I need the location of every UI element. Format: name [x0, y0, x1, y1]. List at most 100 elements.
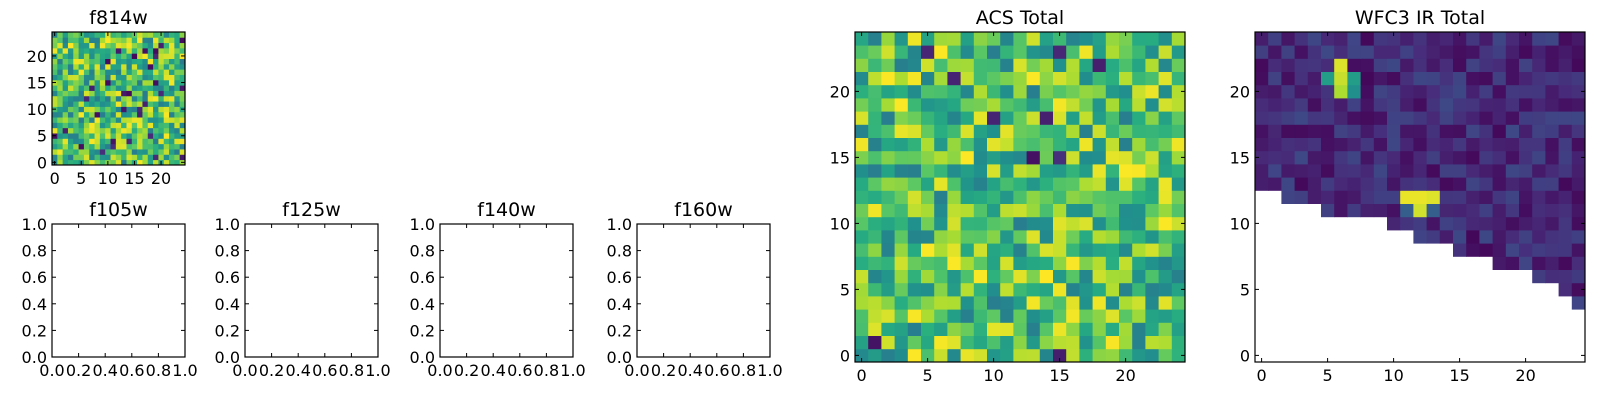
heatmap-cell	[921, 243, 935, 257]
heatmap-cell	[105, 85, 111, 91]
heatmap-cell	[947, 71, 961, 86]
heatmap-cell	[1268, 45, 1282, 59]
wfc3-ir-total-xtick-label-5: 5	[1323, 366, 1333, 385]
heatmap-cell	[1321, 137, 1335, 152]
heatmap-cell	[1281, 45, 1295, 59]
heatmap-cell	[973, 71, 988, 86]
heatmap-cell	[62, 127, 69, 134]
heatmap-cell	[163, 47, 170, 54]
heatmap-cell	[934, 256, 948, 270]
heatmap-cell	[1013, 348, 1027, 363]
heatmap-cell	[1171, 190, 1186, 204]
heatmap-cell	[153, 79, 159, 86]
heatmap-cell	[1505, 98, 1520, 112]
heatmap-cell	[1479, 45, 1493, 59]
heatmap-cell	[921, 269, 935, 284]
heatmap-cell	[1334, 137, 1348, 152]
heatmap-cell	[973, 111, 988, 125]
heatmap-cell	[1479, 177, 1493, 191]
heatmap-cell	[99, 159, 106, 166]
heatmap-cell	[174, 63, 181, 70]
heatmap-cell	[868, 322, 882, 336]
heatmap-cell	[1105, 269, 1120, 284]
heatmap-cell	[1079, 32, 1093, 46]
heatmap-cell	[855, 322, 869, 336]
heatmap-cell	[1145, 177, 1159, 191]
heatmap-cell	[153, 111, 159, 118]
heatmap-cell	[137, 63, 143, 70]
heatmap-cell	[110, 133, 117, 139]
heatmap-cell	[1000, 243, 1014, 257]
heatmap-cell	[960, 98, 975, 112]
heatmap-cell	[1013, 98, 1027, 112]
heatmap-cell	[947, 137, 961, 152]
heatmap-cell	[1492, 58, 1507, 72]
heatmap-cell	[934, 348, 948, 363]
heatmap-cell	[99, 133, 106, 139]
heatmap-cell	[121, 53, 127, 59]
heatmap-cell	[1092, 58, 1107, 72]
f125w-ytick-label-0-8: 0.8	[215, 242, 240, 261]
heatmap-cell	[1053, 150, 1067, 165]
heatmap-cell	[83, 85, 90, 91]
heatmap-cell	[1013, 71, 1027, 86]
heatmap-cell	[62, 85, 69, 91]
acs-total-xtick-label-10: 10	[983, 366, 1003, 385]
heatmap-cell	[1479, 203, 1493, 218]
heatmap-cell	[894, 164, 909, 178]
heatmap-cell	[147, 47, 154, 54]
heatmap-cell	[67, 69, 74, 75]
heatmap-cell	[1347, 203, 1361, 218]
heatmap-cell	[1255, 177, 1269, 191]
heatmap-cell	[62, 95, 69, 102]
heatmap-cell	[1334, 203, 1348, 218]
heatmap-cell	[1400, 45, 1414, 59]
heatmap-cell	[907, 164, 922, 178]
heatmap-cell	[1092, 216, 1107, 231]
heatmap-cell	[1171, 269, 1186, 284]
heatmap-cell	[158, 95, 165, 102]
heatmap-cell	[1026, 98, 1041, 112]
heatmap-cell	[73, 106, 79, 113]
heatmap-cell	[1092, 309, 1107, 323]
heatmap-cell	[973, 296, 988, 310]
heatmap-cell	[987, 98, 1001, 112]
heatmap-cell	[1039, 137, 1054, 152]
heatmap-cell	[131, 58, 138, 65]
heatmap-cell	[1066, 190, 1080, 204]
heatmap-cell	[1039, 269, 1054, 284]
heatmap-cell	[881, 282, 895, 297]
heatmap-cell	[1158, 58, 1173, 72]
heatmap-cell	[174, 154, 181, 161]
heatmap-cell	[960, 282, 975, 297]
heatmap-cell	[67, 47, 74, 54]
heatmap-cell	[174, 58, 181, 65]
wfc3-ir-total-axes-frame	[1254, 31, 1586, 363]
heatmap-cell	[147, 159, 154, 166]
heatmap-cell	[105, 63, 111, 70]
heatmap-cell	[1026, 243, 1041, 257]
heatmap-cell	[1145, 124, 1159, 138]
acs-total-ytick-label-10: 10	[830, 214, 850, 233]
heatmap-cell	[1026, 348, 1041, 363]
heatmap-cell	[1519, 216, 1533, 231]
heatmap-cell	[115, 106, 122, 113]
heatmap-cell	[163, 69, 170, 75]
heatmap-cell	[1439, 150, 1454, 165]
heatmap-cell	[947, 190, 961, 204]
heatmap-cell	[1066, 322, 1080, 336]
heatmap-cell	[62, 154, 69, 161]
f140w-ytick-label-0-8: 0.8	[410, 242, 435, 261]
heatmap-cell	[62, 69, 69, 75]
heatmap-cell	[131, 47, 138, 54]
heatmap-cell	[1387, 58, 1401, 72]
heatmap-cell	[1400, 164, 1414, 178]
heatmap-cell	[947, 45, 961, 59]
heatmap-cell	[73, 85, 79, 91]
heatmap-cell	[78, 143, 85, 150]
heatmap-cell	[1360, 32, 1375, 46]
heatmap-cell	[158, 79, 165, 86]
heatmap-cell	[83, 90, 90, 97]
heatmap-cell	[110, 138, 117, 145]
heatmap-cell	[1268, 150, 1282, 165]
